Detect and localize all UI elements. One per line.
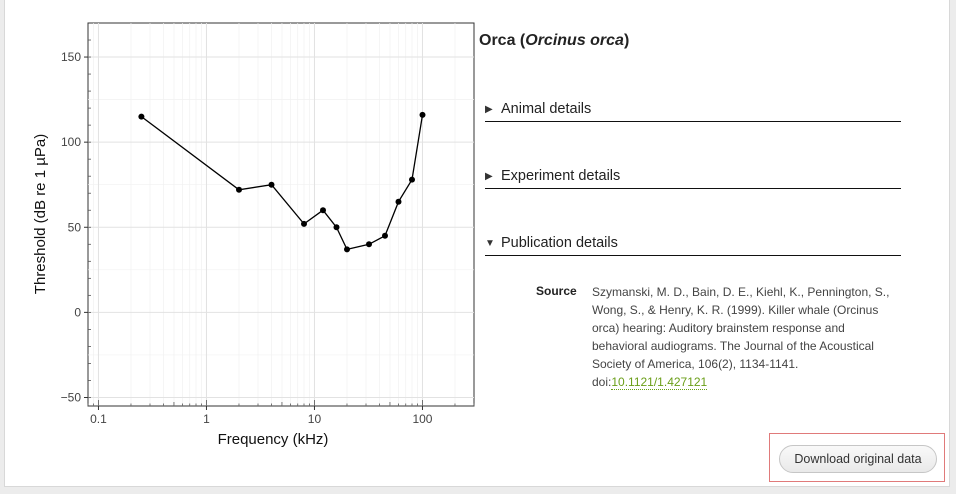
source-label: Source <box>536 284 577 298</box>
y-tick-label: −50 <box>61 390 82 404</box>
data-point <box>236 186 242 193</box>
section-label: Experiment details <box>501 168 621 184</box>
data-point <box>419 111 426 118</box>
audiogram-chart: −50 0 50 100 150 0.1 1 10 100 Frequency (kHz) T… <box>32 22 475 448</box>
doi-link[interactable]: 10.1121/1.427121 <box>611 375 708 390</box>
data-point <box>395 198 402 205</box>
caret-right-icon: ▶ <box>485 171 493 182</box>
data-point <box>301 220 307 227</box>
data-point <box>409 176 415 183</box>
species-scientific-name: Orcinus orca <box>525 32 624 49</box>
highlight-box <box>769 433 945 482</box>
data-point <box>366 241 372 248</box>
section-animal-details[interactable]: ▶ Animal details <box>485 99 901 122</box>
threshold-points <box>138 111 426 253</box>
data-point <box>320 207 326 214</box>
data-point <box>333 224 340 231</box>
source-citation: Szymanski, M. D., Bain, D. E., Kiehl, K.… <box>592 283 892 391</box>
y-axis-ticks: −50 0 50 100 150 <box>61 50 88 404</box>
plot-panel <box>87 22 475 407</box>
major-gridlines <box>88 23 474 406</box>
threshold-line <box>141 114 424 251</box>
data-point <box>268 181 275 188</box>
x-axis-log-ticks <box>87 39 475 406</box>
caret-down-icon: ▼ <box>485 238 495 249</box>
download-original-data-button[interactable]: Download original data <box>779 445 937 473</box>
minor-gridlines <box>88 23 474 406</box>
x-axis-ticks: 0.1 1 10 100 <box>90 406 433 426</box>
y-tick-label: 100 <box>61 135 81 149</box>
section-experiment-details[interactable]: ▶ Experiment details <box>485 166 901 189</box>
data-point <box>138 113 145 120</box>
section-label: Publication details <box>501 235 618 251</box>
x-axis-label: Frequency (kHz) <box>218 431 329 448</box>
y-axis-label: Threshold (dB re 1 µPa) <box>32 134 49 294</box>
species-common-name: Orca <box>479 32 516 49</box>
x-tick-label: 1 <box>203 412 210 426</box>
caret-right-icon: ▶ <box>485 104 493 115</box>
section-label: Animal details <box>501 101 592 117</box>
data-point <box>344 246 350 253</box>
x-tick-label: 100 <box>412 412 432 426</box>
citation-text: Szymanski, M. D., Bain, D. E., Kiehl, K.… <box>592 285 890 371</box>
y-tick-label: 150 <box>61 50 81 64</box>
x-tick-label: 0.1 <box>90 412 107 426</box>
y-tick-label: 0 <box>74 305 81 319</box>
audiogram-card: −50 0 50 100 150 0.1 1 10 100 Frequency (kHz) T… <box>4 0 950 487</box>
data-point <box>382 232 388 239</box>
species-title: Orca (Orcinus orca) <box>479 32 630 49</box>
section-publication-details[interactable]: ▼ Publication details <box>485 233 901 256</box>
y-tick-label: 50 <box>68 220 82 234</box>
doi-prefix: doi: <box>592 375 612 389</box>
x-tick-label: 10 <box>308 412 322 426</box>
